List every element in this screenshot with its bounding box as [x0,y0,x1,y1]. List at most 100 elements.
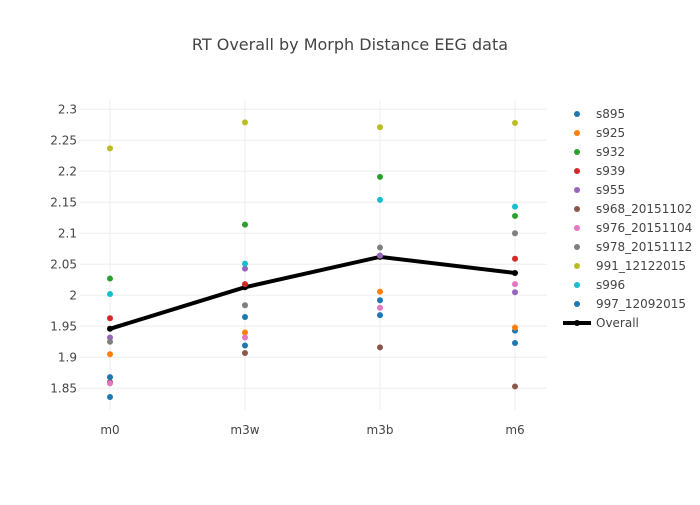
data-point [107,338,113,345]
legend-item-overall[interactable]: Overall [563,316,639,330]
data-point [377,196,383,203]
x-axis-ticks: m0 m3w m3b m6 [100,423,524,437]
legend-marker [574,149,580,155]
data-point [377,297,383,304]
legend-item[interactable]: s968_20151102 [574,202,692,216]
data-point [242,281,248,288]
y-tick-label: 1.85 [50,381,77,395]
data-point [512,324,518,331]
legend-label: s932 [596,145,625,159]
chart-title: RT Overall by Morph Distance EEG data [192,35,508,54]
legend-label: s976_20151104 [596,221,692,235]
y-tick-label: 1.9 [58,350,77,364]
overall-series [107,253,518,332]
gridlines [80,100,547,410]
legend-item[interactable]: s895 [574,107,625,121]
legend-item[interactable]: s955 [574,183,625,197]
data-point [242,329,248,336]
y-tick-label: 2 [69,288,77,302]
data-point [107,315,113,322]
y-tick-label: 2.3 [58,102,77,116]
data-point [377,124,383,131]
legend-item[interactable]: s978_20151112 [574,240,692,254]
data-point [512,230,518,237]
data-point [242,334,248,341]
x-tick-label: m3w [230,423,259,437]
legend-marker [574,130,580,136]
data-point [377,304,383,311]
data-point [242,119,248,126]
overall-point [107,325,113,332]
data-point [377,312,383,319]
y-tick-label: 2.05 [50,257,77,271]
legend-marker [574,282,580,288]
data-point [242,349,248,356]
legend-label: 997_12092015 [596,297,686,311]
legend-marker [574,225,580,231]
scatter-points [107,119,518,400]
y-tick-label: 2.15 [50,195,77,209]
legend-label: 991_12122015 [596,259,686,273]
legend-label: s955 [596,183,625,197]
data-point [107,393,113,400]
data-point [242,302,248,309]
legend-label: Overall [596,316,639,330]
legend[interactable]: s895 s925 s932 s939 s955 s968_20151102 s976_20… [563,107,692,330]
data-point [242,265,248,272]
data-point [107,334,113,341]
data-point [107,275,113,282]
legend-marker [574,301,580,307]
legend-item[interactable]: s925 [574,126,625,140]
data-point [512,340,518,347]
legend-marker [574,263,580,269]
data-point [512,255,518,262]
data-point [512,289,518,296]
data-point [107,374,113,381]
legend-label: s925 [596,126,625,140]
data-point [242,221,248,228]
data-point [512,281,518,288]
legend-item[interactable]: 991_12122015 [574,259,686,273]
data-point [107,145,113,152]
legend-marker [574,320,580,326]
legend-marker [574,111,580,117]
overall-line [109,254,516,331]
y-tick-label: 2.1 [58,226,77,240]
data-point [377,288,383,295]
legend-item[interactable]: 997_12092015 [574,297,686,311]
y-tick-label: 1.95 [50,319,77,333]
data-point [512,203,518,210]
data-point [377,173,383,180]
data-point [512,212,518,219]
data-point [377,344,383,351]
legend-label: s939 [596,164,625,178]
x-tick-label: m0 [100,423,119,437]
data-point [242,314,248,320]
data-point [512,383,518,390]
data-point [107,380,113,387]
x-tick-label: m6 [505,423,524,437]
y-tick-label: 2.25 [50,133,77,147]
legend-item[interactable]: s939 [574,164,625,178]
legend-label: s895 [596,107,625,121]
y-tick-label: 2.2 [58,164,77,178]
data-point [377,244,383,251]
legend-marker [574,206,580,212]
data-point [242,260,248,267]
legend-label: s968_20151102 [596,202,692,216]
legend-marker [574,244,580,250]
y-axis-ticks: 1.85 1.9 1.95 2 2.05 2.1 2.15 2.2 2.25 2.3 [50,102,77,395]
legend-label: s996 [596,278,625,292]
data-point [242,342,248,349]
x-tick-label: m3b [367,423,394,437]
data-point [107,291,113,298]
legend-item[interactable]: s996 [574,278,625,292]
legend-item[interactable]: s976_20151104 [574,221,692,235]
data-point [377,252,383,259]
legend-item[interactable]: s932 [574,145,625,159]
legend-marker [574,187,580,193]
legend-marker [574,168,580,174]
overall-point [512,269,518,276]
